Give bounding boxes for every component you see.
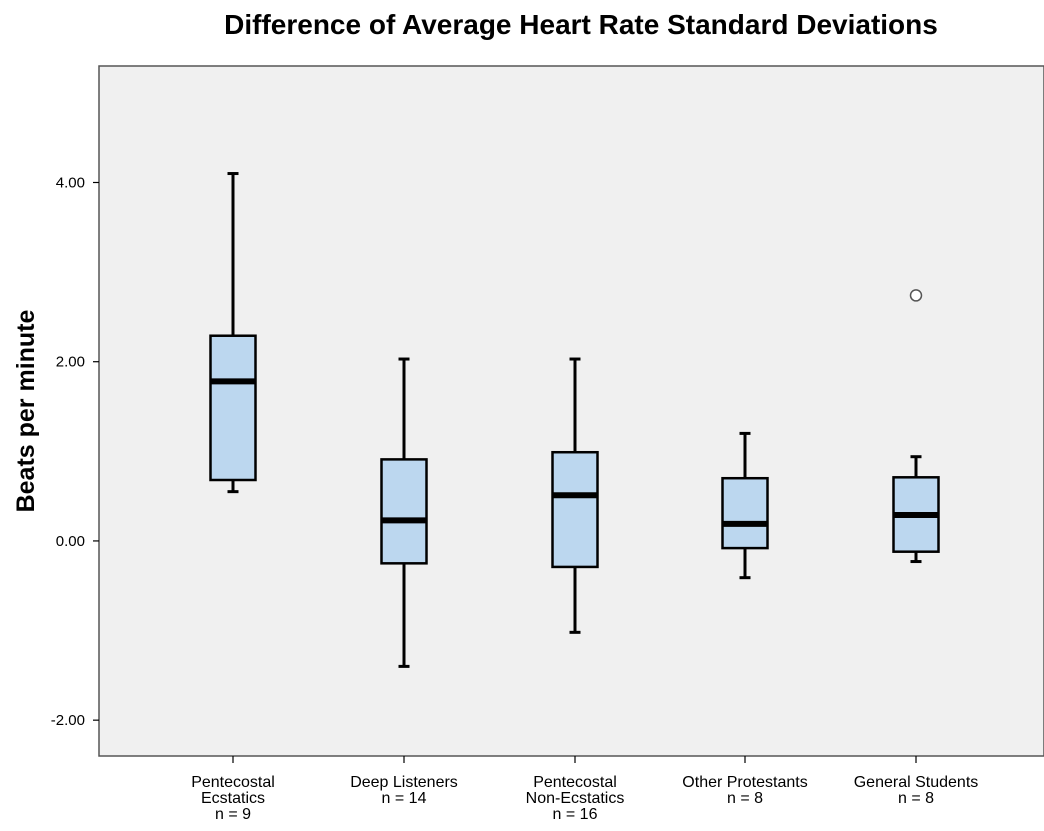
iqr-box xyxy=(380,458,428,565)
y-tick-label: 0.00 xyxy=(56,533,85,550)
x-category-label: Pentecostal Non-Ecstatics n = 16 xyxy=(526,774,625,823)
y-tick-label: 4.00 xyxy=(56,174,85,191)
y-tick-label: 2.00 xyxy=(56,354,85,371)
x-category-label-line: n = 8 xyxy=(898,790,934,807)
y-axis: 4.00 2.00 0.00 -2.00 xyxy=(51,174,99,729)
x-category-label-line: Non-Ecstatics xyxy=(526,790,625,807)
box-group xyxy=(380,357,428,668)
iqr-box xyxy=(209,334,257,482)
x-category-label-line: n = 14 xyxy=(382,790,427,807)
x-category-label-line: n = 16 xyxy=(553,806,598,823)
x-category-label-line: General Students xyxy=(854,774,979,791)
x-category-label: General Students n = 8 xyxy=(854,774,979,807)
x-category-label-line: n = 8 xyxy=(727,790,763,807)
x-category-label: Pentecostal Ecstatics n = 9 xyxy=(191,774,275,823)
iqr-box xyxy=(551,450,599,569)
box-group xyxy=(209,172,257,494)
x-category-label: Deep Listeners n = 14 xyxy=(350,774,458,807)
x-category-label-line: Pentecostal xyxy=(191,774,275,791)
x-category-label: Other Protestants n = 8 xyxy=(682,774,807,807)
box-group xyxy=(892,289,940,564)
boxes xyxy=(209,172,940,668)
x-category-label-line: Ecstatics xyxy=(201,790,265,807)
x-category-label-line: Deep Listeners xyxy=(350,774,458,791)
x-category-label-line: n = 9 xyxy=(215,806,251,823)
box-group xyxy=(551,357,599,634)
y-axis-label: Beats per minute xyxy=(12,309,40,512)
outlier-point xyxy=(909,289,923,302)
x-category-label-line: Other Protestants xyxy=(682,774,807,791)
iqr-box xyxy=(721,476,769,550)
y-tick-label: -2.00 xyxy=(51,712,85,729)
chart-title: Difference of Average Heart Rate Standar… xyxy=(224,9,938,40)
box-group xyxy=(721,431,769,580)
x-category-label-line: Pentecostal xyxy=(533,774,617,791)
